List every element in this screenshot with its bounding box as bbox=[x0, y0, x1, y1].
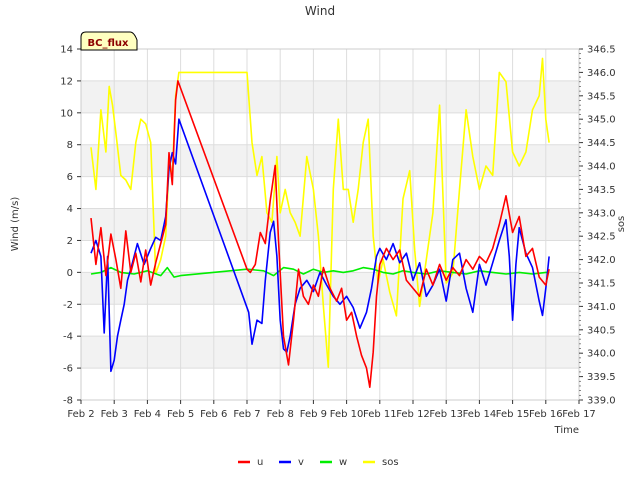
legend-label-u: u bbox=[257, 457, 263, 468]
x-tick-label: Feb 13 bbox=[429, 409, 463, 420]
x-tick-label: Feb 12 bbox=[396, 409, 430, 420]
plot-frame bbox=[80, 48, 580, 401]
y2-tick-label: 340.0 bbox=[587, 349, 616, 360]
series-line-v bbox=[90, 118, 550, 373]
y2-tick-label: 346.5 bbox=[587, 45, 616, 56]
y2-tick-label: 344.0 bbox=[587, 162, 616, 173]
site-label-box bbox=[80, 31, 138, 51]
chart-title: Wind bbox=[305, 4, 335, 18]
plot-band bbox=[81, 176, 579, 209]
y2-tick-label: 343.0 bbox=[587, 208, 616, 219]
legend-label-sos: sos bbox=[382, 457, 399, 468]
y2-tick-label: 344.5 bbox=[587, 138, 616, 149]
x-tick-label: Feb 4 bbox=[134, 409, 161, 420]
x-tick-label: Feb 9 bbox=[300, 409, 327, 420]
legend-label-w: w bbox=[339, 457, 347, 468]
x-tick-label: Feb 5 bbox=[167, 409, 194, 420]
y-axis-label: Wind (m/s) bbox=[10, 197, 21, 252]
plot-band bbox=[81, 112, 579, 145]
plot-bands bbox=[81, 49, 579, 400]
y2-tick-label: 342.0 bbox=[587, 255, 616, 266]
legend: u v w sos bbox=[238, 457, 399, 468]
y-tick-label: -8 bbox=[63, 396, 73, 407]
y2-tick-label: 341.0 bbox=[587, 302, 616, 313]
series-line-w bbox=[90, 266, 550, 278]
x-tick-label: Feb 3 bbox=[101, 409, 128, 420]
x-tick-label: Feb 16 bbox=[529, 409, 563, 420]
y-tick-label: 4 bbox=[67, 204, 73, 215]
series-line-sos bbox=[90, 57, 550, 369]
y2-tick-label: 339.5 bbox=[587, 372, 616, 383]
y2-tick-label: 346.0 bbox=[587, 68, 616, 79]
y-tick-label: 6 bbox=[67, 172, 73, 183]
plot-band bbox=[81, 80, 579, 113]
series-layer bbox=[90, 57, 550, 389]
y2-tick-label: 345.5 bbox=[587, 91, 616, 102]
site-label: BC_flux bbox=[88, 38, 129, 49]
y-tick-label: 12 bbox=[60, 76, 73, 87]
y-tick-label: 14 bbox=[60, 45, 73, 56]
x-tick-label: Feb 8 bbox=[267, 409, 294, 420]
y2-tick-label: 339.0 bbox=[587, 396, 616, 407]
y-tick-label: 10 bbox=[60, 108, 73, 119]
plot-band bbox=[81, 144, 579, 177]
x-tick-label: Feb 6 bbox=[200, 409, 227, 420]
y-tick-label: 0 bbox=[67, 268, 73, 279]
y2-tick-label: 341.5 bbox=[587, 279, 616, 290]
site-badge: BC_flux bbox=[80, 31, 138, 51]
y2-tick-label: 340.5 bbox=[587, 325, 616, 336]
x-axis-label: Time bbox=[554, 425, 579, 436]
x-tick-label: Feb 10 bbox=[330, 409, 364, 420]
axes: -8 -6 -4 -2 0 2 4 6 8 10 12 14 Feb 2 Feb 3 Feb 4 Feb 5 F… bbox=[60, 45, 615, 421]
x-tick-label: Feb 2 bbox=[67, 409, 94, 420]
y-tick-label: 2 bbox=[67, 236, 73, 247]
x-tick-label: Feb 7 bbox=[233, 409, 260, 420]
y-tick-label: 8 bbox=[67, 140, 73, 151]
plot-band bbox=[81, 49, 579, 81]
y-tick-label: -6 bbox=[63, 364, 73, 375]
x-tick-label: Feb 17 bbox=[562, 409, 596, 420]
y2-tick-label: 343.5 bbox=[587, 185, 616, 196]
series-line-u bbox=[90, 80, 550, 389]
legend-label-v: v bbox=[298, 457, 304, 468]
plot-band bbox=[81, 336, 579, 369]
y2-axis-label: sos bbox=[616, 216, 627, 233]
y-tick-label: -4 bbox=[63, 332, 73, 343]
y2-tick-label: 342.5 bbox=[587, 232, 616, 243]
x-tick-label: Feb 11 bbox=[363, 409, 397, 420]
y2-tick-label: 345.0 bbox=[587, 115, 616, 126]
plot-band bbox=[81, 368, 579, 400]
x-tick-label: Feb 15 bbox=[496, 409, 530, 420]
x-tick-label: Feb 14 bbox=[463, 409, 497, 420]
y-tick-label: -2 bbox=[63, 300, 73, 311]
